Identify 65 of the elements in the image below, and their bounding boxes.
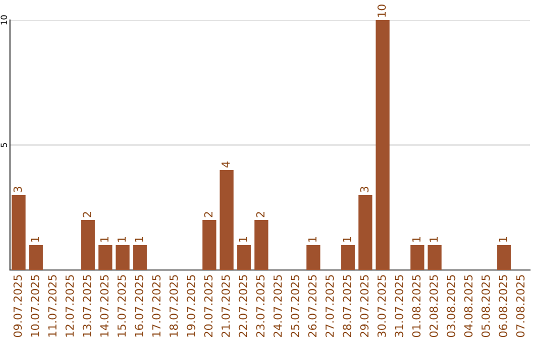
bar: [12, 195, 26, 270]
x-tick-label: 31.07.2025: [394, 275, 404, 337]
data-label: 1: [118, 236, 126, 242]
bar: [29, 245, 43, 270]
x-tick-label: 15.07.2025: [117, 275, 126, 337]
x-tick-label: 21.07.2025: [221, 275, 230, 337]
x-tick-label: 17.07.2025: [152, 275, 161, 337]
data-label: 2: [256, 212, 264, 218]
bar: [220, 170, 234, 270]
bar: [116, 245, 130, 270]
x-tick-label: 03.08.2025: [446, 275, 456, 338]
x-tick-label: 13.07.2025: [82, 275, 92, 337]
bar: [81, 220, 95, 270]
bar: [376, 20, 390, 270]
bar: [202, 220, 216, 270]
bar: [428, 245, 442, 270]
bar: [133, 245, 147, 270]
x-tick-label: 19.07.2025: [186, 275, 196, 337]
x-tick-label: 29.07.2025: [360, 275, 369, 337]
data-label: 3: [360, 186, 369, 192]
x-tick-label: 04.08.2025: [464, 275, 473, 338]
bar: [497, 245, 511, 270]
data-label: 1: [100, 236, 108, 242]
x-tick-label: 27.07.2025: [325, 275, 334, 337]
y-tick-label: 5: [0, 143, 7, 148]
x-tick-label: 01.08.2025: [412, 275, 421, 338]
data-label: 2: [82, 212, 92, 218]
x-tick-label: 02.08.2025: [429, 275, 438, 338]
x-tick-label: 18.07.2025: [169, 275, 178, 337]
bar: [358, 195, 372, 270]
x-tick-label: 06.08.2025: [498, 275, 508, 338]
data-label: 2: [204, 212, 212, 218]
x-tick-label: 25.07.2025: [290, 275, 300, 337]
data-label: 1: [134, 236, 144, 242]
x-tick-label: 16.07.2025: [134, 275, 144, 337]
data-label: 1: [430, 236, 438, 242]
data-label: 4: [222, 162, 230, 168]
x-tick-label: 09.07.2025: [13, 275, 22, 338]
x-tick-label: 24.07.2025: [273, 275, 282, 337]
data-label: 1: [498, 236, 508, 242]
x-tick-label: 20.07.2025: [204, 275, 213, 337]
data-label: 1: [412, 236, 420, 242]
x-tick-label: 05.08.2025: [481, 275, 490, 338]
data-label: 3: [13, 186, 22, 192]
x-tick-label: 30.07.2025: [377, 275, 386, 337]
bar: [254, 220, 268, 270]
bar: [341, 245, 355, 270]
x-tick-label: 12.07.2025: [65, 275, 74, 337]
data-label: 1: [238, 236, 248, 242]
data-label: 1: [342, 236, 352, 242]
bar: [306, 245, 320, 270]
x-tick-label: 07.08.2025: [516, 275, 525, 338]
x-tick-label: 26.07.2025: [308, 275, 317, 337]
bar: [410, 245, 424, 270]
data-label: 10: [377, 4, 386, 17]
x-tick-label: 10.07.2025: [30, 275, 40, 337]
x-tick-label: 28.07.2025: [342, 275, 352, 337]
bar: [237, 245, 251, 270]
x-tick-label: 23.07.2025: [256, 275, 265, 337]
x-tick-label: 14.07.2025: [100, 275, 109, 337]
x-tick-label: 22.07.2025: [238, 275, 248, 337]
data-label: 1: [30, 236, 40, 242]
x-tick-label: 11.07.2025: [48, 275, 57, 337]
bar: [98, 245, 112, 270]
data-label: 1: [308, 236, 316, 242]
